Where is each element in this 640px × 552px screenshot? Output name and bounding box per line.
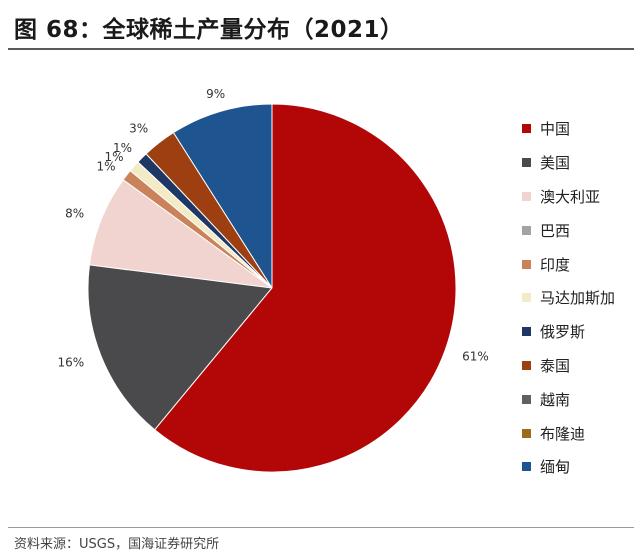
legend-item: 缅甸 <box>522 450 615 484</box>
legend-label: 俄罗斯 <box>540 323 586 342</box>
legend-label: 越南 <box>540 390 571 409</box>
pie-slice <box>172 103 273 290</box>
legend-swatch <box>522 158 531 168</box>
legend-label: 泰国 <box>540 356 571 375</box>
legend-item: 美国 <box>522 146 615 180</box>
legend-swatch <box>522 124 531 134</box>
chart-legend: 中国美国澳大利亚巴西印度马达加斯加俄罗斯泰国越南布隆迪缅甸 <box>522 112 615 484</box>
legend-item: 印度 <box>522 247 615 281</box>
legend-label: 中国 <box>540 120 571 139</box>
legend-label: 印度 <box>540 255 571 274</box>
footer-divider <box>8 527 634 528</box>
legend-swatch <box>522 225 531 235</box>
legend-label: 布隆迪 <box>540 424 586 443</box>
legend-item: 泰国 <box>522 349 615 383</box>
legend-swatch <box>522 191 531 201</box>
legend-label: 巴西 <box>540 221 571 240</box>
legend-swatch <box>522 360 531 370</box>
legend-item: 巴西 <box>522 213 615 247</box>
slice-label: 61% <box>462 349 489 363</box>
legend-item: 中国 <box>522 112 615 146</box>
figure-title: 图 68：全球稀土产量分布（2021） <box>14 17 404 43</box>
slice-label: 16% <box>58 355 85 369</box>
pie-slice <box>87 264 273 431</box>
legend-swatch <box>522 462 531 472</box>
legend-swatch <box>522 394 531 404</box>
legend-item: 俄罗斯 <box>522 315 615 349</box>
slice-label: 3% <box>129 121 148 135</box>
legend-swatch <box>522 428 531 438</box>
pie-slice <box>154 103 457 473</box>
legend-label: 澳大利亚 <box>540 187 601 206</box>
legend-swatch <box>522 327 531 337</box>
legend-item: 澳大利亚 <box>522 180 615 214</box>
legend-swatch <box>522 259 531 269</box>
slice-label: 1% <box>96 160 115 174</box>
pie-slice <box>88 179 273 289</box>
legend-label: 缅甸 <box>540 458 571 477</box>
slice-label: 1% <box>104 150 123 164</box>
source-note: 资料来源：USGS，国海证券研究所 <box>14 537 220 552</box>
legend-item: 越南 <box>522 382 615 416</box>
legend-swatch <box>522 293 531 303</box>
title-divider <box>8 48 634 50</box>
slice-label: 1% <box>113 141 132 155</box>
slice-label: 9% <box>206 87 225 101</box>
slice-label: 8% <box>65 207 84 221</box>
legend-item: 马达加斯加 <box>522 281 615 315</box>
legend-label: 马达加斯加 <box>540 289 616 308</box>
legend-item: 布隆迪 <box>522 416 615 450</box>
legend-label: 美国 <box>540 154 571 173</box>
